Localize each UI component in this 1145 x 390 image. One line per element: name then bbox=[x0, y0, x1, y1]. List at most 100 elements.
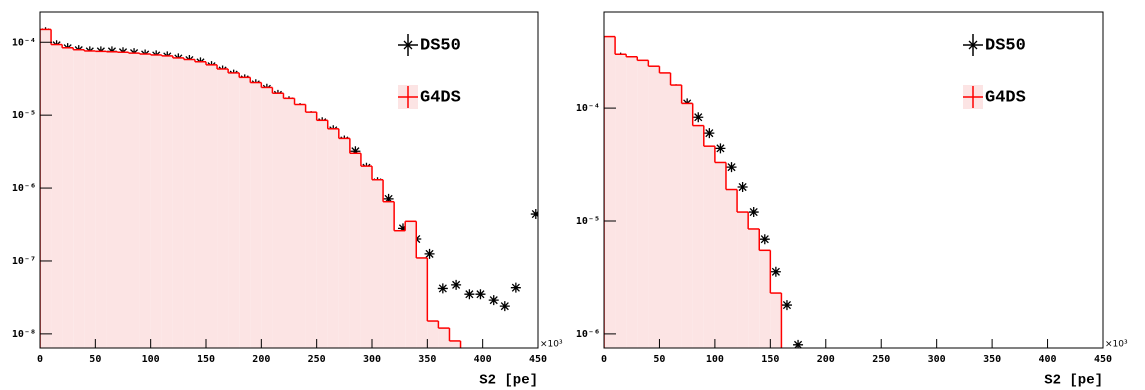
bin-fill bbox=[272, 93, 284, 348]
legend-label: DS50 bbox=[420, 36, 461, 55]
bin-fill bbox=[250, 82, 262, 348]
x-axis-title: S2 [pe] bbox=[479, 373, 538, 389]
bin-fill bbox=[372, 179, 384, 348]
bin-fill bbox=[217, 68, 229, 348]
data-point bbox=[748, 207, 759, 218]
panel: 0 50 100 150 200 250 300 350 400 450 10⁻⁶ 10⁻⁵ 10⁻⁴ ×… bbox=[576, 11, 1128, 389]
bin-fill bbox=[427, 321, 439, 348]
bin-fill bbox=[172, 57, 184, 348]
x-tick-label: 450 bbox=[1094, 354, 1112, 365]
bin-fill bbox=[449, 340, 461, 348]
bin-fill bbox=[283, 98, 295, 348]
data-point bbox=[737, 182, 748, 193]
bin-fill bbox=[637, 60, 649, 348]
bin-fill bbox=[150, 54, 162, 348]
legend-marker bbox=[403, 40, 413, 50]
bin-fill bbox=[338, 138, 350, 348]
bin-fill bbox=[305, 112, 317, 348]
bin-fill bbox=[615, 54, 627, 348]
bin-fill bbox=[737, 212, 749, 348]
bin-fill bbox=[681, 103, 693, 348]
bin-fill bbox=[416, 257, 428, 348]
x-tick-label: 250 bbox=[308, 354, 326, 365]
plot-area bbox=[604, 35, 804, 348]
x-tick-label: 50 bbox=[653, 354, 665, 365]
bin-fill bbox=[770, 293, 782, 348]
x-tick-label: 250 bbox=[872, 354, 890, 365]
y-tick-label: 10⁻⁶ bbox=[12, 183, 36, 194]
bin-fill bbox=[194, 61, 206, 348]
x-axis-title: S2 [pe] bbox=[1044, 373, 1103, 389]
bin-fill bbox=[95, 51, 107, 348]
plot-frame bbox=[39, 11, 539, 349]
bin-fill bbox=[360, 166, 372, 348]
y-tick-label: 10⁻⁵ bbox=[12, 110, 36, 121]
bin-fill bbox=[40, 29, 52, 348]
data-point bbox=[383, 193, 394, 204]
bin-fill bbox=[73, 49, 85, 348]
x-tick-label: 450 bbox=[529, 354, 547, 365]
bin-fill bbox=[62, 47, 74, 348]
bin-fill bbox=[84, 50, 96, 348]
data-point bbox=[499, 301, 510, 312]
x-tick-label: 0 bbox=[37, 354, 43, 365]
y-tick-label: 10⁻⁵ bbox=[576, 216, 600, 227]
x-tick-label: 0 bbox=[601, 354, 607, 365]
bin-fill bbox=[294, 104, 306, 348]
panel: 0 50 100 150 200 250 300 350 400 450 10⁻⁸ 10⁻⁷ 10⁻⁶ 1… bbox=[12, 11, 563, 389]
y-tick-label: 10⁻⁶ bbox=[576, 329, 600, 340]
data-point bbox=[704, 128, 715, 139]
bin-fill bbox=[327, 128, 339, 348]
bin-fill bbox=[128, 53, 140, 348]
bin-fill bbox=[106, 51, 118, 348]
bin-fill bbox=[183, 59, 195, 348]
bin-fill bbox=[604, 36, 616, 348]
bin-fill bbox=[670, 85, 682, 348]
bin-fill bbox=[692, 125, 704, 348]
data-point bbox=[437, 283, 448, 294]
bin-fill bbox=[748, 228, 760, 348]
bin-fill bbox=[759, 250, 771, 348]
x-multiplier: ×10³ bbox=[1105, 340, 1128, 350]
data-point bbox=[781, 300, 792, 311]
y-tick-label: 10⁻⁸ bbox=[12, 329, 36, 340]
bin-fill bbox=[261, 87, 273, 348]
bin-fill bbox=[659, 72, 671, 348]
x-tick-label: 50 bbox=[89, 354, 101, 365]
x-tick-label: 200 bbox=[252, 354, 270, 365]
y-tick-label: 10⁻⁴ bbox=[576, 103, 600, 114]
legend-label: G4DS bbox=[985, 88, 1026, 107]
x-tick-label: 150 bbox=[197, 354, 215, 365]
data-point bbox=[530, 209, 538, 220]
x-tick-label: 350 bbox=[983, 354, 1001, 365]
bin-fill bbox=[206, 64, 218, 348]
bin-fill bbox=[394, 230, 406, 348]
y-tick-label: 10⁻⁴ bbox=[12, 37, 36, 48]
x-tick-label: 100 bbox=[142, 354, 160, 365]
y-tick-label: 10⁻⁷ bbox=[12, 256, 36, 267]
x-tick-label: 400 bbox=[1039, 354, 1057, 365]
x-tick-label: 100 bbox=[706, 354, 724, 365]
bin-fill bbox=[349, 153, 361, 348]
bin-fill bbox=[383, 201, 395, 348]
data-point bbox=[488, 295, 499, 306]
legend-marker bbox=[968, 40, 978, 50]
plot-area bbox=[40, 27, 538, 348]
legend-label: G4DS bbox=[420, 88, 461, 107]
data-point bbox=[793, 339, 804, 348]
data-point bbox=[475, 289, 486, 300]
x-tick-label: 350 bbox=[418, 354, 436, 365]
bin-fill bbox=[438, 328, 450, 348]
bin-fill bbox=[228, 72, 240, 348]
bin-fill bbox=[161, 55, 173, 348]
bin-fill bbox=[117, 52, 129, 348]
bin-fill bbox=[316, 120, 328, 348]
data-point bbox=[693, 112, 704, 123]
bin-fill bbox=[714, 162, 726, 348]
x-multiplier: ×10³ bbox=[540, 340, 563, 350]
bin-fill bbox=[51, 44, 63, 348]
bin-fill bbox=[703, 146, 715, 348]
data-point bbox=[759, 234, 770, 245]
x-tick-label: 150 bbox=[761, 354, 779, 365]
